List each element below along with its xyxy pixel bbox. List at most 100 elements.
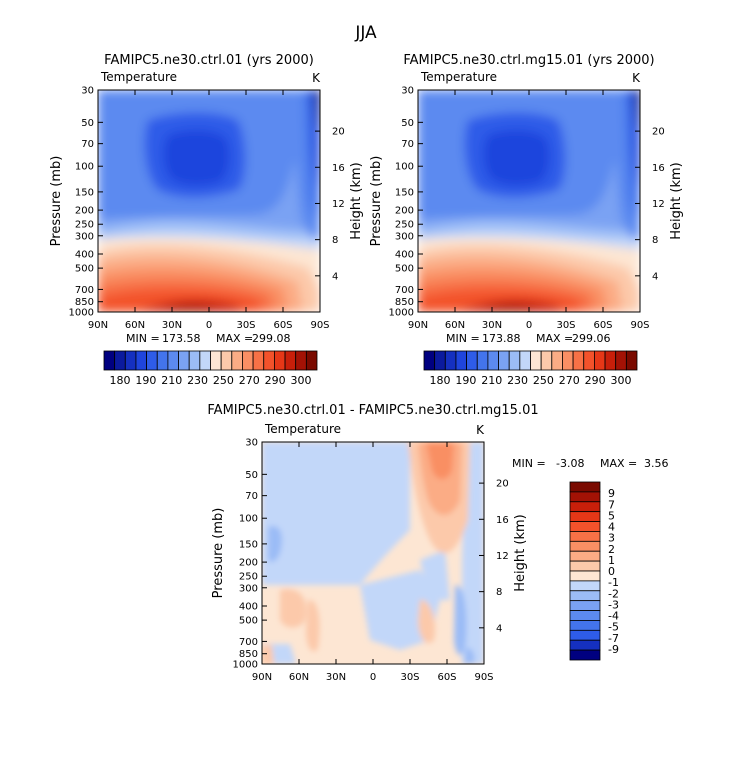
x-tick-label: 90N bbox=[408, 320, 428, 331]
y-tick-label: 200 bbox=[239, 558, 258, 569]
y-tick-label: 150 bbox=[395, 187, 414, 198]
colorbar-swatch bbox=[615, 350, 627, 371]
height-tick-label: 4 bbox=[332, 271, 338, 282]
colorbar-swatch bbox=[498, 350, 510, 371]
colorbar-swatch bbox=[476, 350, 489, 371]
y-tick-label: 850 bbox=[395, 297, 414, 308]
y-tick-label: 70 bbox=[81, 139, 94, 150]
colorbar-swatch bbox=[199, 350, 211, 371]
y-tick-label: 1000 bbox=[69, 308, 94, 319]
colorbar-swatch bbox=[569, 639, 601, 651]
colorbar-label: 300 bbox=[291, 374, 312, 387]
y-tick-label: 100 bbox=[75, 162, 94, 173]
colorbar-label: 290 bbox=[265, 374, 286, 387]
colorbar-swatch bbox=[604, 350, 617, 371]
x-tick-label: 30N bbox=[162, 320, 182, 331]
x-tick-label: 30S bbox=[400, 672, 419, 683]
panel-ctrl-variable: Temperature bbox=[100, 70, 177, 84]
panel-ctrl-field bbox=[98, 90, 320, 312]
colorbar-swatch bbox=[423, 350, 436, 371]
colorbar-swatch bbox=[305, 350, 318, 371]
colorbar-swatch bbox=[284, 350, 297, 371]
x-tick-label: 60S bbox=[273, 320, 292, 331]
y-tick-label: 500 bbox=[239, 616, 258, 627]
x-tick-label: 60N bbox=[445, 320, 465, 331]
height-tick-label: 20 bbox=[496, 479, 509, 490]
contour-region bbox=[163, 130, 230, 186]
colorbar-swatch bbox=[135, 350, 147, 371]
panel-diff-ylabel: Pressure (mb) bbox=[211, 508, 226, 599]
colorbar-swatch bbox=[569, 649, 601, 661]
colorbar-label: 9 bbox=[608, 487, 615, 500]
panel-diff-max-label: MAX = bbox=[600, 457, 637, 470]
page-title: JJA bbox=[354, 23, 377, 43]
colorbar-swatch bbox=[434, 350, 446, 371]
panel-ctrl-max-value: 299.08 bbox=[252, 332, 291, 345]
colorbar-swatch bbox=[295, 350, 307, 371]
contour-region bbox=[163, 305, 216, 312]
y-tick-label: 250 bbox=[75, 220, 94, 231]
y-tick-label: 250 bbox=[239, 572, 258, 583]
x-tick-label: 90S bbox=[474, 672, 493, 683]
panel-diff-max-value: 3.56 bbox=[644, 457, 669, 470]
panel-ctrl-min-label: MIN = bbox=[126, 332, 160, 345]
y-tick-label: 400 bbox=[395, 249, 414, 260]
y-tick-label: 850 bbox=[75, 297, 94, 308]
colorbar-swatch bbox=[569, 521, 601, 532]
colorbar-swatch bbox=[444, 350, 457, 371]
contour-region bbox=[483, 305, 536, 312]
colorbar-label: 210 bbox=[161, 374, 182, 387]
colorbar-label: 250 bbox=[533, 374, 554, 387]
x-tick-label: 90S bbox=[310, 320, 329, 331]
panel-mg15-ylabel-right: Height (km) bbox=[669, 162, 684, 239]
colorbar-label: 230 bbox=[507, 374, 528, 387]
colorbar-label: 7 bbox=[608, 498, 615, 511]
colorbar-swatch bbox=[210, 350, 222, 371]
y-tick-label: 1000 bbox=[389, 308, 414, 319]
colorbar-swatch bbox=[569, 580, 601, 592]
x-tick-label: 0 bbox=[526, 320, 532, 331]
y-tick-label: 300 bbox=[395, 231, 414, 242]
x-tick-label: 60S bbox=[593, 320, 612, 331]
height-tick-label: 8 bbox=[332, 235, 338, 246]
colorbar-swatch bbox=[540, 350, 553, 371]
colorbar-label: -5 bbox=[608, 621, 619, 634]
panel-mg15-ylabel: Pressure (mb) bbox=[369, 156, 384, 247]
panel-ctrl-units: K bbox=[312, 71, 321, 85]
height-tick-label: 20 bbox=[652, 127, 665, 138]
colorbar-swatch bbox=[167, 350, 179, 371]
x-tick-label: 90N bbox=[252, 672, 272, 683]
colorbar-swatch bbox=[530, 350, 542, 371]
panel-ctrl: FAMIPC5.ne30.ctrl.01 (yrs 2000) Temperat… bbox=[49, 53, 364, 387]
colorbar-label: -1 bbox=[608, 576, 619, 589]
x-tick-label: 30N bbox=[482, 320, 502, 331]
y-tick-label: 50 bbox=[245, 470, 258, 481]
y-tick-label: 70 bbox=[401, 139, 414, 150]
y-tick-label: 30 bbox=[81, 86, 94, 97]
panel-ctrl-min-value: 173.58 bbox=[162, 332, 201, 345]
panel-mg15: FAMIPC5.ne30.ctrl.mg15.01 (yrs 2000) Tem… bbox=[369, 53, 684, 387]
panel-diff-variable: Temperature bbox=[264, 422, 341, 436]
y-tick-label: 200 bbox=[395, 206, 414, 217]
colorbar-swatch bbox=[569, 629, 601, 641]
y-tick-label: 250 bbox=[395, 220, 414, 231]
y-tick-label: 30 bbox=[401, 86, 414, 97]
panel-diff-ylabel-right: Height (km) bbox=[513, 514, 528, 591]
colorbar-swatch bbox=[569, 560, 601, 572]
colorbar-swatch bbox=[569, 550, 601, 562]
colorbar-swatch bbox=[455, 350, 468, 371]
colorbar-label: 270 bbox=[559, 374, 580, 387]
y-tick-label: 200 bbox=[75, 206, 94, 217]
colorbar-label: -2 bbox=[608, 587, 619, 600]
colorbar-swatch bbox=[562, 350, 574, 371]
height-tick-label: 4 bbox=[652, 271, 658, 282]
panel-ctrl-ylabel: Pressure (mb) bbox=[49, 156, 64, 247]
colorbar-label: 3 bbox=[608, 532, 615, 545]
height-tick-label: 16 bbox=[332, 163, 345, 174]
colorbar-swatch bbox=[569, 600, 601, 611]
panel-mg15-max-label: MAX = bbox=[536, 332, 573, 345]
colorbar-label: 180 bbox=[429, 374, 450, 387]
colorbar-swatch bbox=[569, 540, 601, 552]
y-tick-label: 850 bbox=[239, 649, 258, 660]
colorbar-swatch bbox=[583, 350, 595, 371]
